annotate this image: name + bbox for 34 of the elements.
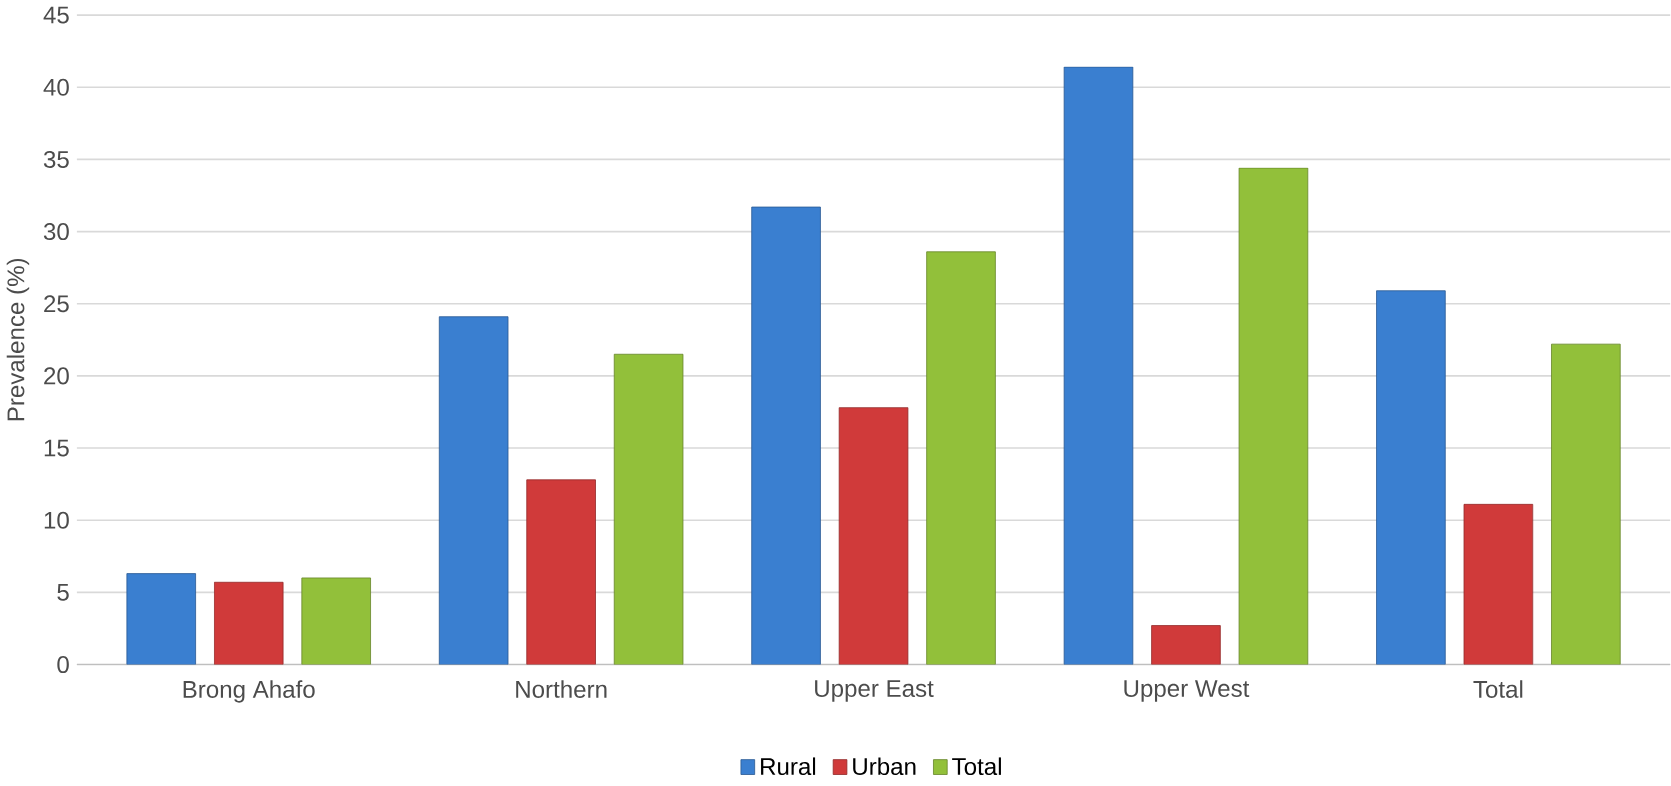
bar — [613, 353, 684, 665]
bar — [1063, 66, 1134, 665]
bar — [1551, 343, 1621, 665]
bar — [1376, 290, 1446, 665]
y-tick-label: 40 — [43, 78, 69, 96]
y-tick-label: 35 — [43, 150, 69, 168]
bar — [838, 407, 909, 665]
bar — [213, 581, 284, 665]
y-tick-label: 0 — [57, 656, 69, 674]
x-tick-label: Total — [1473, 680, 1523, 698]
bar — [926, 251, 996, 665]
x-tick-label: Upper West — [1124, 680, 1250, 702]
bar — [1238, 167, 1309, 665]
y-tick-label: 15 — [44, 439, 69, 457]
bar — [526, 479, 596, 665]
y-tick-label: 25 — [44, 295, 69, 313]
bar — [1151, 625, 1221, 665]
bar — [751, 206, 821, 665]
y-tick-label: 10 — [44, 511, 69, 529]
bar — [1463, 503, 1534, 665]
y-axis-title: Prevalence (%) — [6, 258, 30, 421]
y-tick-label: 20 — [44, 367, 69, 385]
bar — [438, 316, 509, 665]
y-tick-label: 45 — [43, 6, 69, 24]
y-tick-label: 5 — [57, 584, 69, 601]
x-tick-label: Brong Ahafo — [183, 680, 315, 703]
bar — [126, 573, 197, 665]
bar — [301, 577, 371, 665]
x-tick-label: Upper East — [815, 680, 934, 702]
legend-label: Urban — [853, 757, 916, 776]
legend-label: Rural — [761, 757, 816, 776]
x-tick-label: Northern — [516, 680, 607, 698]
legend-label: Total — [952, 757, 1001, 776]
y-tick-label: 30 — [43, 223, 69, 241]
